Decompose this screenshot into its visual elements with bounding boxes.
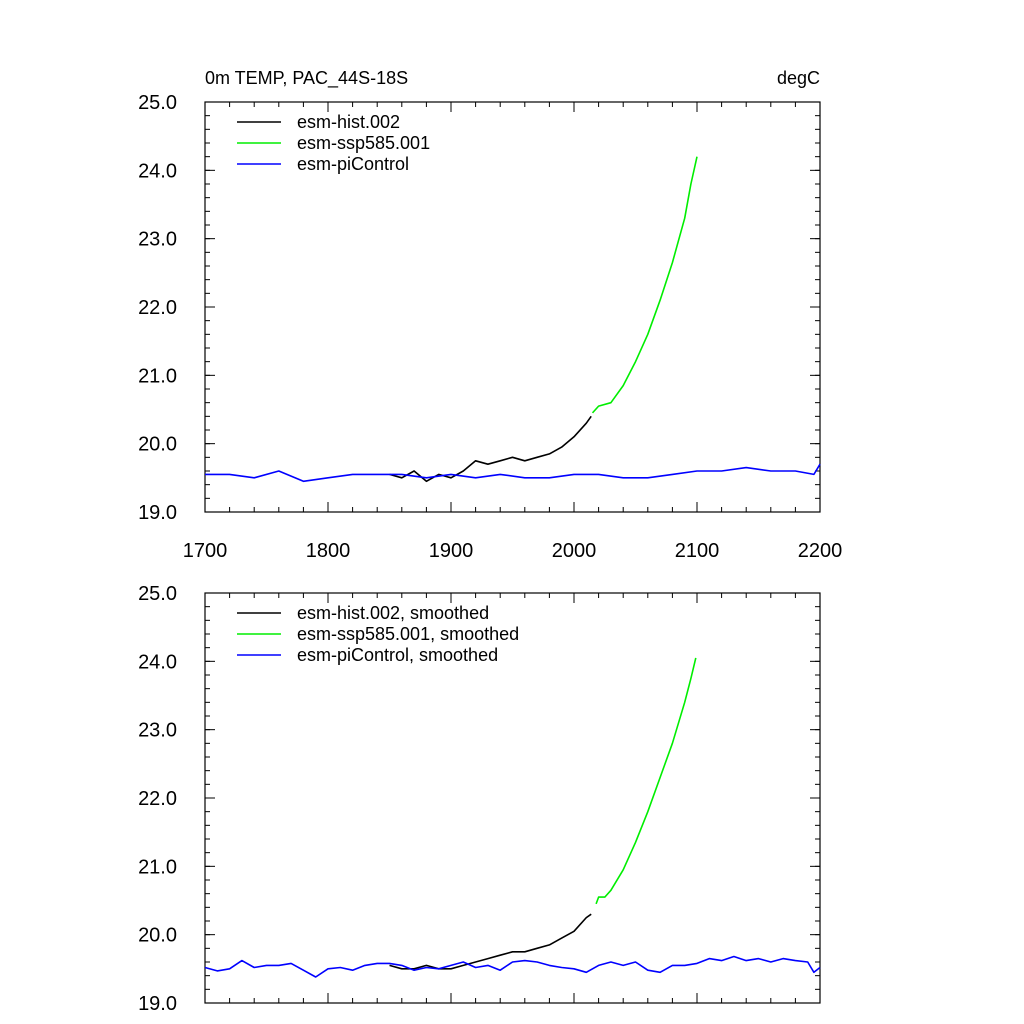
y-tick-label: 23.0 — [138, 720, 177, 742]
x-tick-label: 2100 — [675, 540, 720, 562]
legend-label: esm-ssp585.001, smoothed — [297, 624, 519, 644]
y-tick-label: 23.0 — [138, 229, 177, 251]
series-line-esm-ssp585-001-smoothed — [595, 657, 697, 905]
bottom-panel: 19.0 20.0 21.0 22.0 23.0 24.0 25.0 esm-hist.002… — [138, 583, 821, 1015]
x-tick-label: 1900 — [429, 540, 474, 562]
x-tick-label: 2000 — [552, 540, 597, 562]
y-tick-label: 25.0 — [138, 92, 177, 114]
top-panel: 19.0 20.0 21.0 22.0 23.0 24.0 25.0 1700 1800 1900… — [138, 92, 842, 562]
series-line-esm-hist-002-smoothed — [389, 913, 592, 970]
x-tick-label: 1800 — [306, 540, 351, 562]
legend-label: esm-ssp585.001 — [297, 133, 430, 153]
y-tick-label: 24.0 — [138, 160, 177, 182]
panel-title: 0m TEMP, PAC_44S-18S — [205, 68, 408, 89]
series-line-esm-picontrol — [205, 463, 821, 483]
y-tick-label: 22.0 — [138, 297, 177, 319]
legend-label: esm-hist.002 — [297, 112, 400, 132]
y-tick-label: 19.0 — [138, 502, 177, 524]
y-tick-label: 21.0 — [138, 365, 177, 387]
series-line-esm-ssp585-001 — [591, 156, 698, 414]
legend-label: esm-piControl, smoothed — [297, 645, 498, 665]
units-label: degC — [777, 68, 820, 88]
series-line-esm-picontrol-smoothed — [204, 955, 821, 978]
legend-label: esm-hist.002, smoothed — [297, 603, 489, 623]
x-tick-label: 1700 — [183, 540, 228, 562]
y-tick-label: 21.0 — [138, 856, 177, 878]
y-tick-label: 20.0 — [138, 434, 177, 456]
y-tick-label: 24.0 — [138, 651, 177, 673]
x-tick-label: 2200 — [798, 540, 843, 562]
legend-label: esm-piControl — [297, 154, 409, 174]
y-tick-label: 20.0 — [138, 925, 177, 947]
series-line-esm-hist-002 — [389, 415, 592, 483]
y-tick-label: 19.0 — [138, 993, 177, 1015]
y-tick-label: 22.0 — [138, 788, 177, 810]
y-tick-label: 25.0 — [138, 583, 177, 605]
